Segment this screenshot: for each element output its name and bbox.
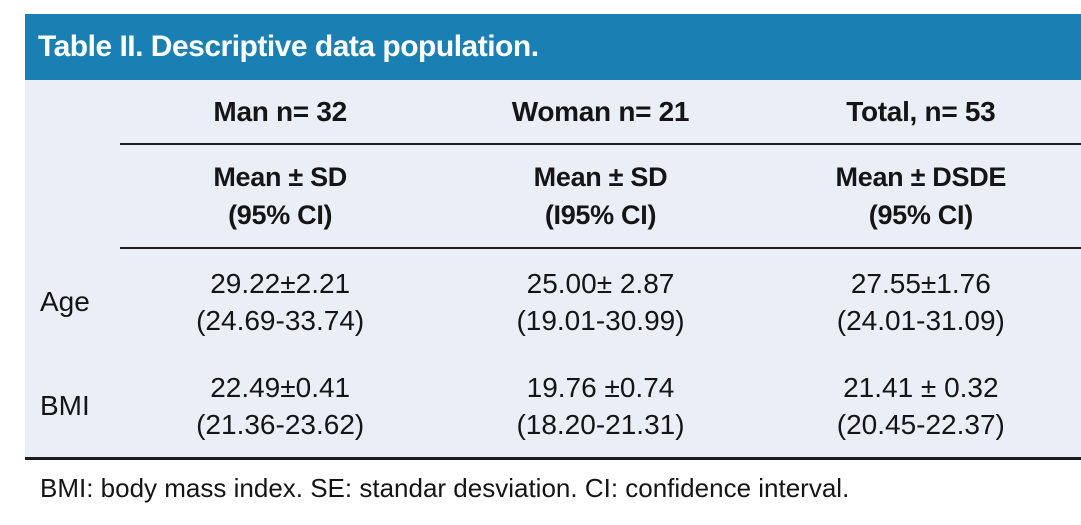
- row-label-age: Age: [40, 285, 90, 317]
- ci-value: (20.45-22.37): [836, 408, 1005, 440]
- ci-value: (18.20-21.31): [516, 408, 685, 440]
- stat-label: Mean ± DSDE: [835, 162, 1007, 192]
- table-footnote: BMI: body mass index. SE: standar desvia…: [40, 473, 850, 503]
- ci-label: (95% CI): [228, 200, 333, 230]
- age-total-cell: 27.55±1.76 (24.01-31.09): [761, 265, 1081, 339]
- ci-label: (95% CI): [868, 200, 973, 230]
- table-title-bar: Table II. Descriptive data population.: [25, 14, 1081, 80]
- header-divider-bottom: [120, 247, 1081, 249]
- mean-value: 25.00± 2.87: [526, 267, 675, 299]
- bmi-man-cell: 22.49±0.41 (21.36-23.62): [120, 369, 440, 443]
- mean-value: 22.49±0.41: [210, 371, 351, 403]
- stat-header-total: Mean ± DSDE (95% CI): [761, 158, 1081, 234]
- column-group-header-row: Man n= 32 Woman n= 21 Total, n= 53: [25, 80, 1081, 143]
- bmi-total-cell: 21.41 ± 0.32 (20.45-22.37): [761, 369, 1081, 443]
- stat-label: Mean ± SD: [533, 162, 668, 192]
- bmi-woman-cell: 19.76 ±0.74 (18.20-21.31): [440, 369, 760, 443]
- stat-label: Mean ± SD: [213, 162, 347, 192]
- table-row-bmi: BMI 22.49±0.41 (21.36-23.62) 19.76 ±0.74…: [25, 354, 1081, 457]
- column-header-man: Man n= 32: [213, 95, 347, 127]
- mean-value: 29.22±2.21: [210, 267, 351, 299]
- mean-value: 21.41 ± 0.32: [843, 371, 999, 403]
- stat-header-woman: Mean ± SD (I95% CI): [440, 158, 760, 234]
- mean-value: 27.55±1.76: [850, 267, 991, 299]
- row-label-bmi: BMI: [40, 389, 90, 421]
- age-woman-cell: 25.00± 2.87 (19.01-30.99): [440, 265, 760, 339]
- table-row-age: Age 29.22±2.21 (24.69-33.74) 25.00± 2.87…: [25, 249, 1081, 354]
- column-header-total: Total, n= 53: [846, 95, 996, 127]
- table-title: Table II. Descriptive data population.: [38, 30, 539, 63]
- stat-header-row: Mean ± SD (95% CI) Mean ± SD (I95% CI) M…: [25, 145, 1081, 247]
- ci-value: (21.36-23.62): [196, 408, 365, 440]
- header-divider-top: [120, 143, 1081, 145]
- ci-value: (24.69-33.74): [196, 304, 365, 336]
- stat-header-man: Mean ± SD (95% CI): [120, 158, 440, 234]
- age-man-cell: 29.22±2.21 (24.69-33.74): [120, 265, 440, 339]
- column-header-woman: Woman n= 21: [511, 95, 690, 127]
- table-figure: Table II. Descriptive data population. M…: [25, 14, 1081, 504]
- ci-value: (24.01-31.09): [836, 304, 1005, 336]
- table-body: Man n= 32 Woman n= 21 Total, n= 53 Mean …: [25, 80, 1081, 460]
- mean-value: 19.76 ±0.74: [526, 371, 675, 403]
- ci-label: (I95% CI): [544, 200, 657, 230]
- ci-value: (19.01-30.99): [516, 304, 685, 336]
